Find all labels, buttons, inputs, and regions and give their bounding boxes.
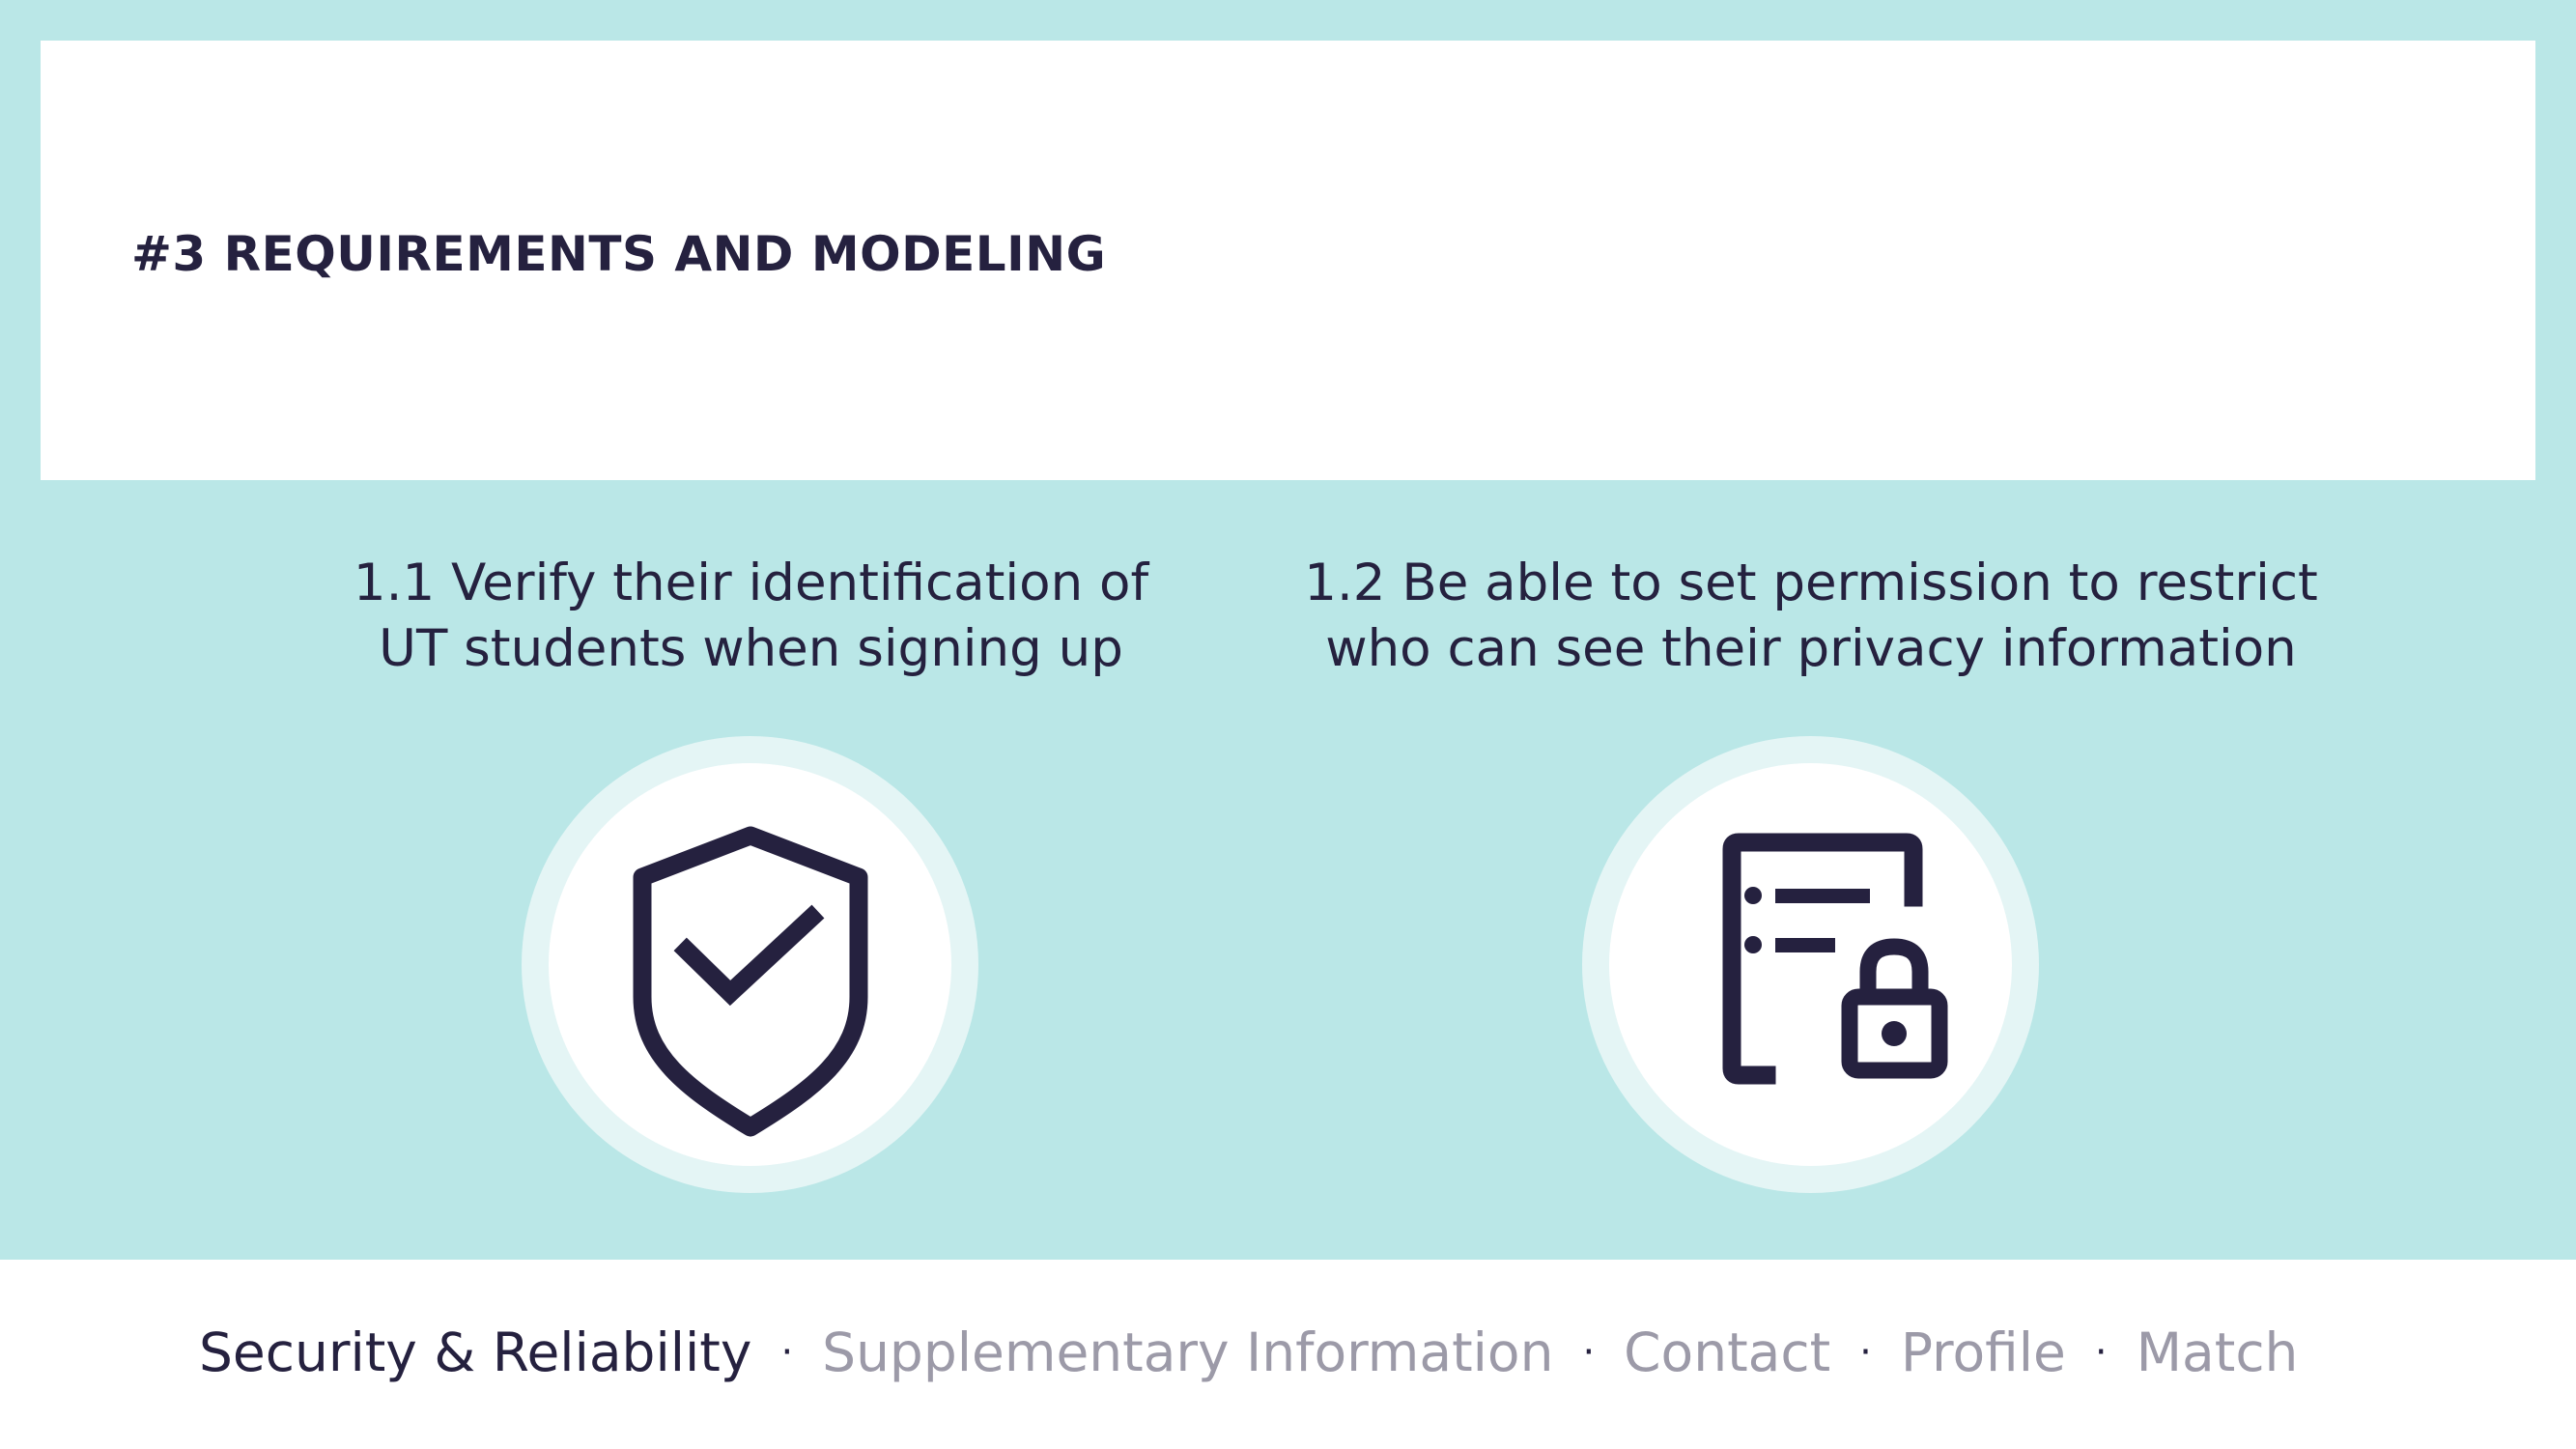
separator-dot: ·	[1582, 1330, 1596, 1375]
breadcrumb: Security & Reliability · Supplementary I…	[199, 1321, 2298, 1383]
nav-item-supplementary-information[interactable]: Supplementary Information	[822, 1321, 1554, 1383]
separator-dot: ·	[1859, 1330, 1872, 1375]
nav-item-match[interactable]: Match	[2136, 1321, 2299, 1383]
document-lock-icon-badge	[1582, 736, 2039, 1193]
requirement-2: 1.2 Be able to set permission to restric…	[1236, 551, 2386, 682]
shield-check-icon	[633, 826, 868, 1137]
shield-icon-badge	[522, 736, 978, 1193]
document-lock-icon	[1722, 833, 1948, 1085]
header-card	[41, 41, 2535, 480]
requirement-1: 1.1 Verify their identification of UT st…	[280, 551, 1222, 682]
separator-dot: ·	[780, 1330, 794, 1375]
requirement-1-line-2: UT students when signing up	[379, 619, 1123, 678]
footer-nav: Security & Reliability · Supplementary I…	[0, 1260, 2576, 1449]
page-title: #3 REQUIREMENTS AND MODELING	[131, 226, 1107, 282]
requirement-2-line-2: who can see their privacy information	[1325, 619, 2297, 678]
requirement-2-line-1: 1.2 Be able to set permission to restric…	[1304, 554, 2318, 612]
document-lock-icon-badge-inner	[1609, 763, 2012, 1166]
separator-dot: ·	[2094, 1330, 2108, 1375]
nav-item-profile[interactable]: Profile	[1900, 1321, 2066, 1383]
nav-item-contact[interactable]: Contact	[1624, 1321, 1831, 1383]
nav-item-security-reliability[interactable]: Security & Reliability	[199, 1321, 752, 1383]
requirement-1-line-1: 1.1 Verify their identification of	[353, 554, 1149, 612]
